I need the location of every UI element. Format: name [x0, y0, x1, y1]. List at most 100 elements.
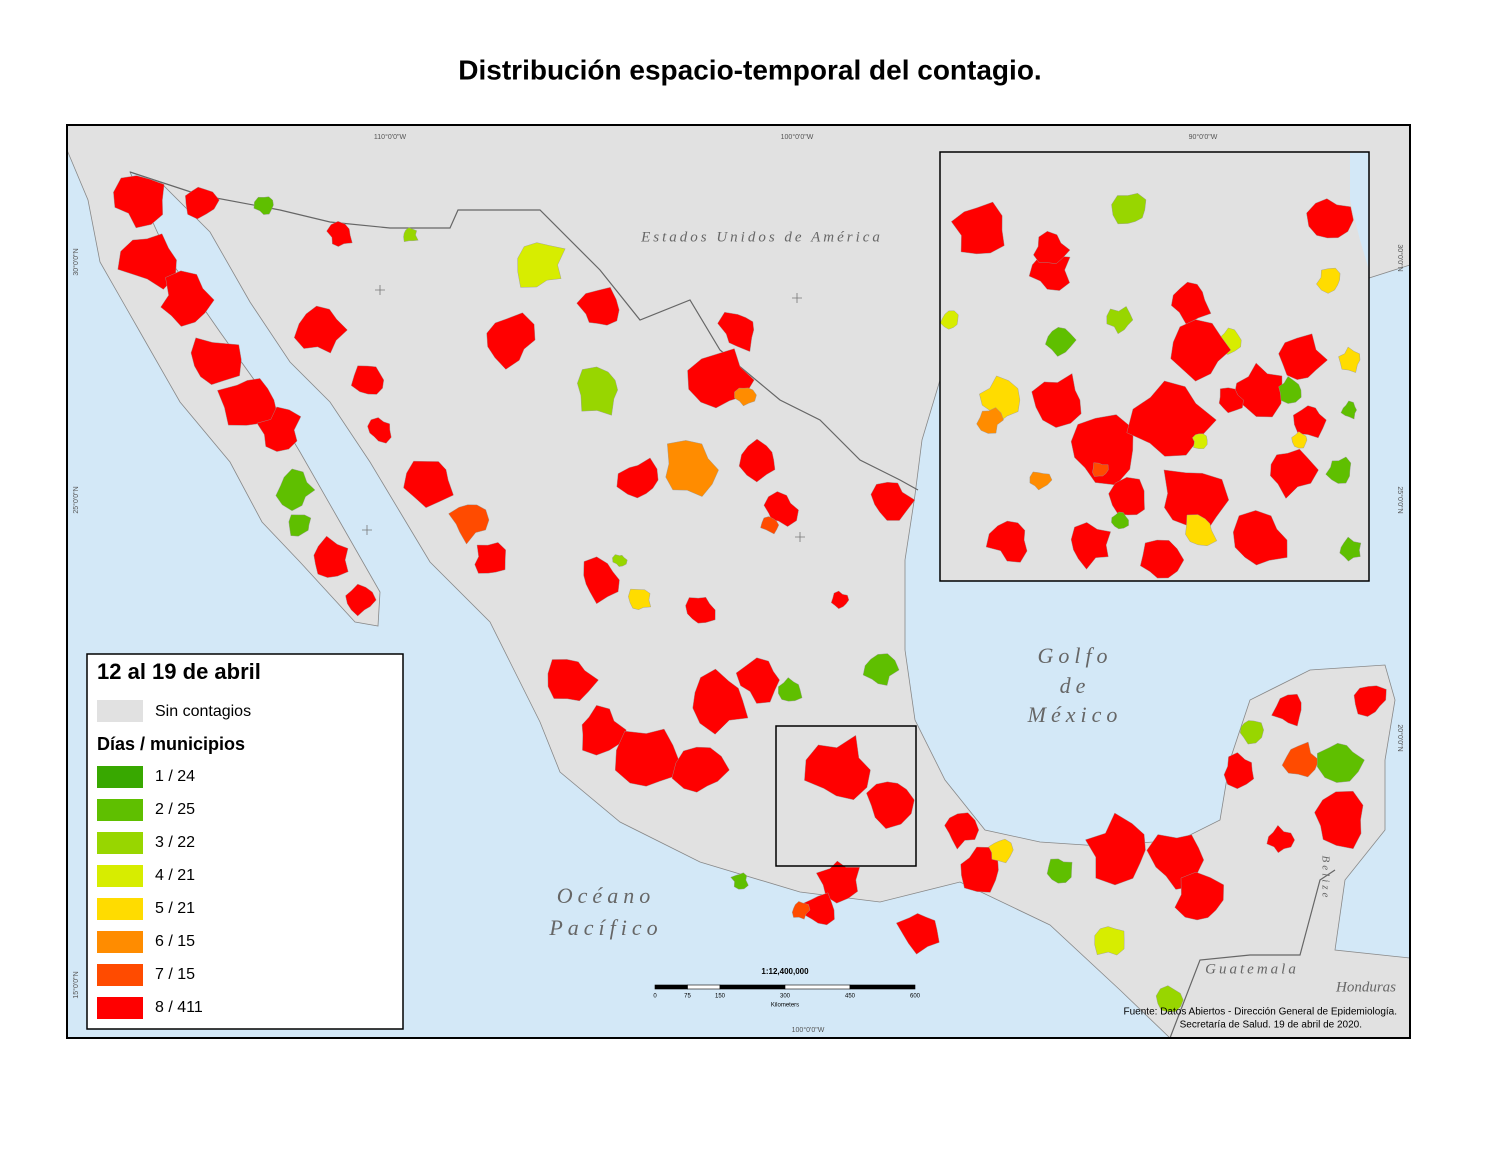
municipality: [734, 387, 757, 407]
municipality: [326, 221, 353, 247]
municipality: [870, 481, 916, 521]
legend-swatch: [97, 700, 143, 722]
municipality: [614, 728, 680, 787]
municipality: [616, 457, 659, 499]
municipality: [367, 417, 392, 444]
municipality: [1094, 926, 1125, 956]
legend-swatch: [97, 898, 143, 920]
source: Secretaría de Salud. 19 de abril de 2020…: [1180, 1020, 1362, 1031]
legend-swatch: [97, 997, 143, 1019]
municipality: [816, 860, 860, 904]
municipality: [692, 668, 749, 735]
graticule-label: 25°0'0"N: [1396, 486, 1404, 513]
municipality: [685, 597, 716, 624]
municipality: [1111, 511, 1129, 530]
municipality: [735, 657, 780, 704]
municipality: [1293, 405, 1327, 439]
scale-segment: [849, 984, 916, 990]
municipality: [1306, 198, 1354, 239]
graticule-label: 110°0'0"W: [374, 133, 407, 141]
municipality: [979, 375, 1021, 425]
municipality: [1033, 230, 1071, 264]
municipality: [988, 838, 1014, 864]
municipality: [517, 242, 566, 288]
municipality: [1045, 327, 1077, 357]
municipality: [730, 872, 749, 890]
scale-segment: [719, 984, 786, 990]
municipality: [113, 175, 165, 229]
municipality: [862, 653, 900, 686]
municipality: [1338, 346, 1361, 373]
municipality: [403, 460, 454, 508]
inset-water: [1350, 152, 1369, 270]
municipality: [944, 812, 980, 850]
municipality: [1108, 477, 1145, 516]
scale-segment: [784, 984, 851, 990]
municipality: [1278, 376, 1302, 404]
municipality: [403, 227, 419, 242]
scale-bar: 1:12,400,000 Kilometers 0 75 150 300 450 600: [653, 967, 920, 1008]
municipality: [1031, 373, 1082, 428]
municipality: [1281, 741, 1320, 778]
municipality: [1029, 471, 1053, 491]
municipality: [1046, 858, 1073, 884]
municipality: [830, 590, 850, 610]
legend-swatch: [97, 931, 143, 953]
graticule-label: 25°0'0"N: [72, 486, 80, 513]
municipality: [1239, 720, 1264, 745]
graticule-label: 100°0'0"W: [792, 1026, 825, 1034]
municipality: [185, 186, 220, 220]
municipality: [1271, 693, 1302, 727]
municipality: [976, 407, 1004, 434]
municipality: [778, 677, 803, 702]
municipality: [1314, 790, 1364, 850]
municipality: [791, 901, 811, 920]
scale-ratio: 1:12,400,000: [761, 967, 809, 976]
legend-subtitle: Días / municipios: [97, 734, 245, 754]
municipality: [583, 556, 620, 605]
legend-swatch: [97, 865, 143, 887]
municipality: [1339, 536, 1362, 562]
municipality: [1140, 539, 1185, 579]
municipality: [350, 365, 385, 395]
label-ocean: Pacífico: [548, 915, 662, 940]
legend-label: 5 / 21: [155, 900, 195, 917]
municipality: [1170, 319, 1232, 382]
title: Distribución espacio-temporal del contag…: [458, 54, 1041, 85]
border-south: [1169, 869, 1336, 1038]
label-gulf: Golfo: [1037, 643, 1112, 668]
municipality: [1192, 433, 1208, 449]
source: Fuente: Datos Abiertos - Dirección Gener…: [1124, 1007, 1397, 1018]
map-frame: [66, 124, 1411, 1039]
municipality: [940, 310, 959, 330]
scale-tick-label: 450: [845, 994, 856, 1000]
municipality: [866, 781, 915, 829]
label-guatemala: Guatemala: [1205, 961, 1299, 977]
municipality: [581, 705, 627, 756]
label-usa: Estados Unidos de América: [640, 229, 883, 245]
label-belize: Belize: [1319, 856, 1331, 901]
legend-swatch: [97, 964, 143, 986]
municipality: [1174, 871, 1224, 921]
municipality: [1353, 685, 1387, 717]
municipality: [665, 440, 719, 497]
municipality: [738, 438, 776, 483]
municipality: [1070, 522, 1111, 570]
scale-tick-label: 300: [780, 994, 791, 1000]
municipality: [1085, 812, 1146, 886]
scale-tick-label: 600: [910, 994, 921, 1000]
municipality: [896, 913, 940, 955]
label-ocean: Océano: [557, 883, 655, 908]
municipality: [1278, 333, 1328, 380]
legend-label: 7 / 15: [155, 966, 195, 983]
municipality: [1232, 510, 1288, 566]
municipality: [1340, 400, 1357, 420]
municipality: [1223, 752, 1255, 790]
municipality: [763, 491, 799, 527]
municipality: [985, 520, 1028, 563]
legend-label: Sin contagios: [155, 703, 251, 720]
inset-frame: [939, 151, 1370, 582]
municipality: [345, 583, 377, 617]
legend-swatch: [97, 799, 143, 821]
scale-tick-label: 150: [715, 994, 726, 1000]
